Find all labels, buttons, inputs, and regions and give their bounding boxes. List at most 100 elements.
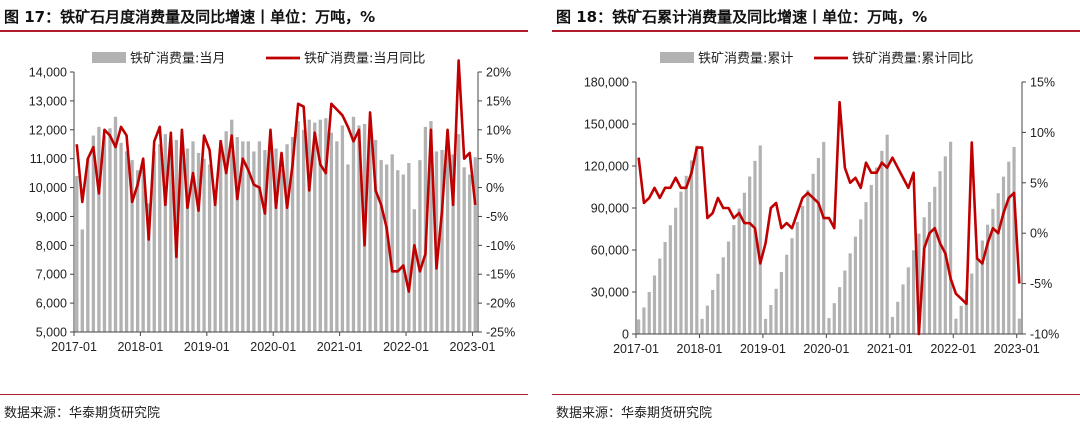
bar <box>396 170 400 332</box>
bar <box>668 225 672 334</box>
bar <box>779 271 783 334</box>
bar <box>695 145 699 334</box>
bar <box>859 219 863 334</box>
bar <box>922 217 926 334</box>
bar <box>385 164 389 332</box>
y-left-tick-label: 13,000 <box>29 94 67 108</box>
bar <box>1001 176 1006 334</box>
bar <box>246 141 250 332</box>
bar <box>816 158 821 334</box>
y-right-tick-label: -5% <box>1030 277 1052 291</box>
y-right-tick-label: -10% <box>1030 328 1059 342</box>
line-series <box>75 59 477 293</box>
y-left-tick-label: 11,000 <box>30 152 67 166</box>
bar <box>207 164 212 332</box>
bar <box>843 270 847 334</box>
bar <box>307 119 311 332</box>
bar <box>742 192 746 334</box>
y-left-tick-label: 0 <box>622 328 629 342</box>
bar <box>652 275 657 334</box>
y-right-tick-label: -10% <box>486 239 515 253</box>
bar <box>318 119 322 332</box>
bar <box>679 191 683 334</box>
x-tick-label: 2017-01 <box>613 342 659 356</box>
x-tick-label: 2019-01 <box>740 342 786 356</box>
bar <box>949 141 953 334</box>
y-right-tick-label: -5% <box>486 210 508 224</box>
bar <box>191 141 195 332</box>
bar <box>980 240 984 334</box>
bar <box>185 148 190 332</box>
bar <box>674 207 678 334</box>
bar <box>864 202 868 334</box>
bar <box>726 241 731 334</box>
bar <box>711 289 715 334</box>
bar <box>769 305 773 334</box>
y-left-tick-label: 7,000 <box>36 268 67 282</box>
y-left-tick-label: 12,000 <box>29 123 67 137</box>
bar <box>163 134 167 332</box>
bar <box>135 170 140 332</box>
bar <box>451 154 455 332</box>
bar <box>279 168 284 332</box>
y-right-tick-label: 10% <box>486 123 511 137</box>
bar <box>75 176 79 332</box>
legend-swatch-bar <box>660 52 694 63</box>
bar <box>938 171 942 334</box>
y-left-tick-label: 9,000 <box>36 210 67 224</box>
bar <box>462 167 466 332</box>
y-right-tick-label: -25% <box>486 326 515 340</box>
x-tick-label: 2022-01 <box>383 340 429 354</box>
bar <box>970 273 974 334</box>
chart-source: 数据来源：华泰期货研究院 <box>4 406 161 421</box>
bar <box>147 203 151 332</box>
bar <box>241 141 245 332</box>
x-tick-label: 2023-01 <box>994 342 1040 356</box>
x-tick-label: 2021-01 <box>317 340 363 354</box>
y-right-tick-label: 5% <box>486 152 504 166</box>
chart-source: 数据来源：华泰期货研究院 <box>556 406 713 421</box>
x-tick-label: 2022-01 <box>930 342 976 356</box>
bar <box>800 205 805 334</box>
bar <box>901 284 905 334</box>
bar <box>108 128 112 332</box>
y-left-tick-label: 14,000 <box>29 66 67 80</box>
bar <box>795 222 799 334</box>
y-left-tick-label: 10,000 <box>29 181 67 195</box>
x-tick-label: 2020-01 <box>803 342 849 356</box>
y-left-tick-label: 150,000 <box>584 118 629 132</box>
chart-panel-18: 图 18：铁矿石累计消费量及同比增速丨单位：万吨，% 0 30,000 60,000… <box>552 0 1080 424</box>
bar <box>412 209 417 332</box>
bar <box>390 154 394 332</box>
bar <box>473 157 477 332</box>
bar <box>340 125 345 332</box>
bar <box>848 253 852 334</box>
bar <box>827 318 831 334</box>
x-tick-label: 2018-01 <box>117 340 163 354</box>
bar <box>302 129 306 332</box>
bar <box>91 135 96 332</box>
bar <box>80 229 84 332</box>
y-left-tick-label: 60,000 <box>591 244 629 258</box>
bar <box>257 141 262 332</box>
bar <box>885 134 889 334</box>
bar <box>219 139 223 332</box>
bar <box>252 151 256 332</box>
y-left-tick-label: 5,000 <box>36 326 67 340</box>
bar <box>196 152 201 332</box>
bar <box>753 160 757 334</box>
bar <box>954 318 958 334</box>
bar <box>933 186 937 334</box>
bar <box>468 174 472 332</box>
bar-series <box>75 116 477 332</box>
bar <box>285 144 289 332</box>
chart-cumulative-consumption: 0 30,000 60,000 90,000 120,000 150,000 180,000… <box>584 52 1059 357</box>
bar <box>351 116 356 332</box>
x-tick-label: 2020-01 <box>250 340 296 354</box>
bar <box>927 201 932 334</box>
bar <box>379 160 383 332</box>
bar <box>180 135 184 332</box>
bar <box>235 137 239 332</box>
bar <box>658 258 662 334</box>
bar <box>169 151 173 332</box>
